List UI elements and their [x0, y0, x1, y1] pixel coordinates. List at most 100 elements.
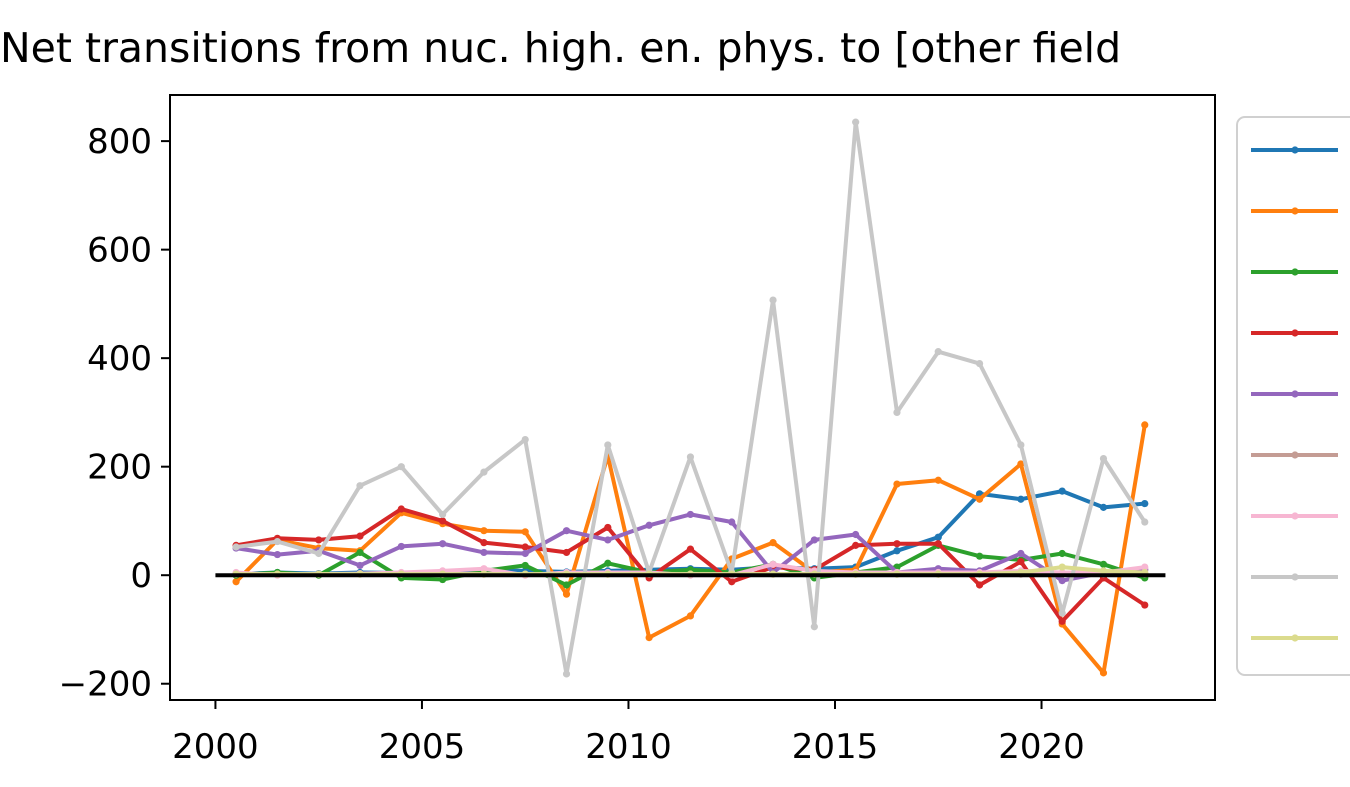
- data-point-s2-17: [893, 480, 901, 488]
- x-tick-label-2000: 2000: [172, 727, 259, 767]
- x-tick-label-2015: 2015: [792, 727, 879, 767]
- data-point-s5-21: [1058, 577, 1066, 585]
- data-point-s2-22: [1099, 669, 1108, 677]
- data-point-s3-21: [1058, 549, 1066, 558]
- data-point-s8-14: [769, 296, 777, 304]
- plot-area: [169, 94, 1216, 701]
- y-tick-label-4: 600: [87, 231, 152, 271]
- legend-marker-3: [1291, 268, 1299, 276]
- data-point-s1-18: [934, 533, 942, 541]
- data-point-s5-8: [521, 549, 529, 558]
- y-tick-label-3: 400: [87, 339, 152, 379]
- data-point-s3-6: [439, 575, 447, 584]
- data-point-s8-8: [521, 435, 529, 444]
- data-point-s8-21: [1058, 609, 1066, 617]
- legend-marker-8: [1291, 573, 1299, 581]
- legend-marker-1: [1291, 146, 1299, 154]
- data-point-s3-9: [562, 581, 571, 589]
- x-axis: 2000 2005 2010 2015 2020: [172, 700, 1085, 767]
- data-point-s2-12: [686, 612, 695, 620]
- data-point-s1-22: [1099, 503, 1108, 511]
- data-point-s3-22: [1099, 560, 1108, 568]
- data-point-s4-21: [1058, 617, 1066, 625]
- data-point-s8-3: [315, 549, 323, 558]
- y-tick-label-1: 0: [130, 556, 152, 596]
- legend: [1236, 116, 1350, 676]
- data-point-s8-16: [852, 118, 860, 126]
- data-point-s7-23: [1141, 563, 1149, 571]
- data-point-s8-9: [562, 670, 571, 678]
- data-point-s5-4: [356, 561, 364, 570]
- data-point-s5-12: [686, 510, 695, 519]
- data-point-s5-16: [852, 530, 860, 539]
- data-point-s2-14: [769, 539, 777, 547]
- data-point-s2-19: [975, 495, 984, 503]
- legend-marker-5: [1291, 390, 1299, 398]
- data-point-s5-7: [480, 548, 488, 557]
- data-point-s2-7: [480, 527, 488, 535]
- y-axis: −200 0 200 400 600 800: [59, 122, 170, 705]
- data-point-s8-20: [1017, 441, 1025, 449]
- data-point-s8-18: [934, 348, 942, 356]
- data-point-s4-4: [356, 532, 364, 540]
- data-point-s8-15: [810, 623, 818, 631]
- data-point-s1-23: [1141, 499, 1149, 508]
- data-point-s7-14: [769, 560, 777, 568]
- data-point-s4-16: [852, 541, 860, 549]
- legend-marker-9: [1291, 634, 1299, 642]
- x-tick-label-2020: 2020: [998, 727, 1085, 767]
- x-tick-label-2005: 2005: [379, 727, 466, 767]
- chart-title: Net transitions from nuc. high. en. phys…: [0, 24, 1122, 72]
- data-point-s4-9: [562, 548, 571, 557]
- data-point-s8-1: [232, 543, 240, 551]
- data-point-s4-6: [439, 517, 447, 525]
- data-point-s8-10: [604, 441, 612, 449]
- legend-marker-6: [1291, 451, 1299, 459]
- series-group: [232, 118, 1149, 678]
- data-point-s5-11: [645, 521, 653, 529]
- data-point-s4-10: [604, 523, 612, 532]
- data-point-s8-5: [397, 463, 405, 471]
- data-point-s4-19: [975, 581, 984, 589]
- data-point-s1-17: [893, 547, 901, 555]
- data-point-s2-20: [1017, 460, 1025, 468]
- data-point-s8-2: [273, 537, 281, 546]
- data-point-s4-5: [397, 505, 405, 513]
- data-point-s4-3: [315, 536, 323, 544]
- data-point-s8-4: [356, 482, 364, 490]
- data-point-s5-9: [562, 527, 571, 535]
- data-point-s8-17: [893, 408, 901, 417]
- data-point-s1-21: [1058, 487, 1066, 495]
- data-point-s4-12: [686, 545, 695, 553]
- data-point-s4-13: [728, 578, 736, 586]
- legend-marker-4: [1291, 329, 1299, 337]
- data-point-s8-6: [439, 510, 447, 519]
- data-point-s8-22: [1099, 454, 1108, 463]
- series-line-8: [234, 120, 1147, 676]
- data-point-s8-7: [480, 468, 488, 476]
- data-point-s4-7: [480, 539, 488, 547]
- data-point-s5-13: [728, 518, 736, 526]
- data-point-s4-17: [893, 540, 901, 548]
- data-point-s5-15: [810, 536, 818, 544]
- data-point-s2-18: [934, 476, 942, 484]
- data-point-s4-20: [1017, 558, 1025, 566]
- data-point-s2-23: [1141, 421, 1149, 429]
- data-point-s9-21: [1058, 563, 1066, 571]
- data-point-s5-2: [273, 550, 281, 559]
- legend-marker-2: [1291, 207, 1299, 215]
- data-point-s4-8: [521, 543, 529, 551]
- data-point-s5-10: [604, 536, 612, 544]
- data-point-s8-12: [686, 453, 695, 461]
- y-tick-label-2: 200: [87, 448, 152, 488]
- data-point-s3-19: [975, 552, 984, 560]
- data-point-s1-20: [1017, 495, 1025, 503]
- legend-marker-7: [1291, 512, 1299, 520]
- data-point-s5-20: [1017, 549, 1025, 558]
- y-tick-label-0: −200: [59, 665, 152, 705]
- data-point-s8-19: [975, 359, 984, 368]
- data-point-s3-8: [521, 561, 529, 570]
- y-tick-label-5: 800: [87, 122, 152, 162]
- data-point-s2-9: [562, 590, 571, 598]
